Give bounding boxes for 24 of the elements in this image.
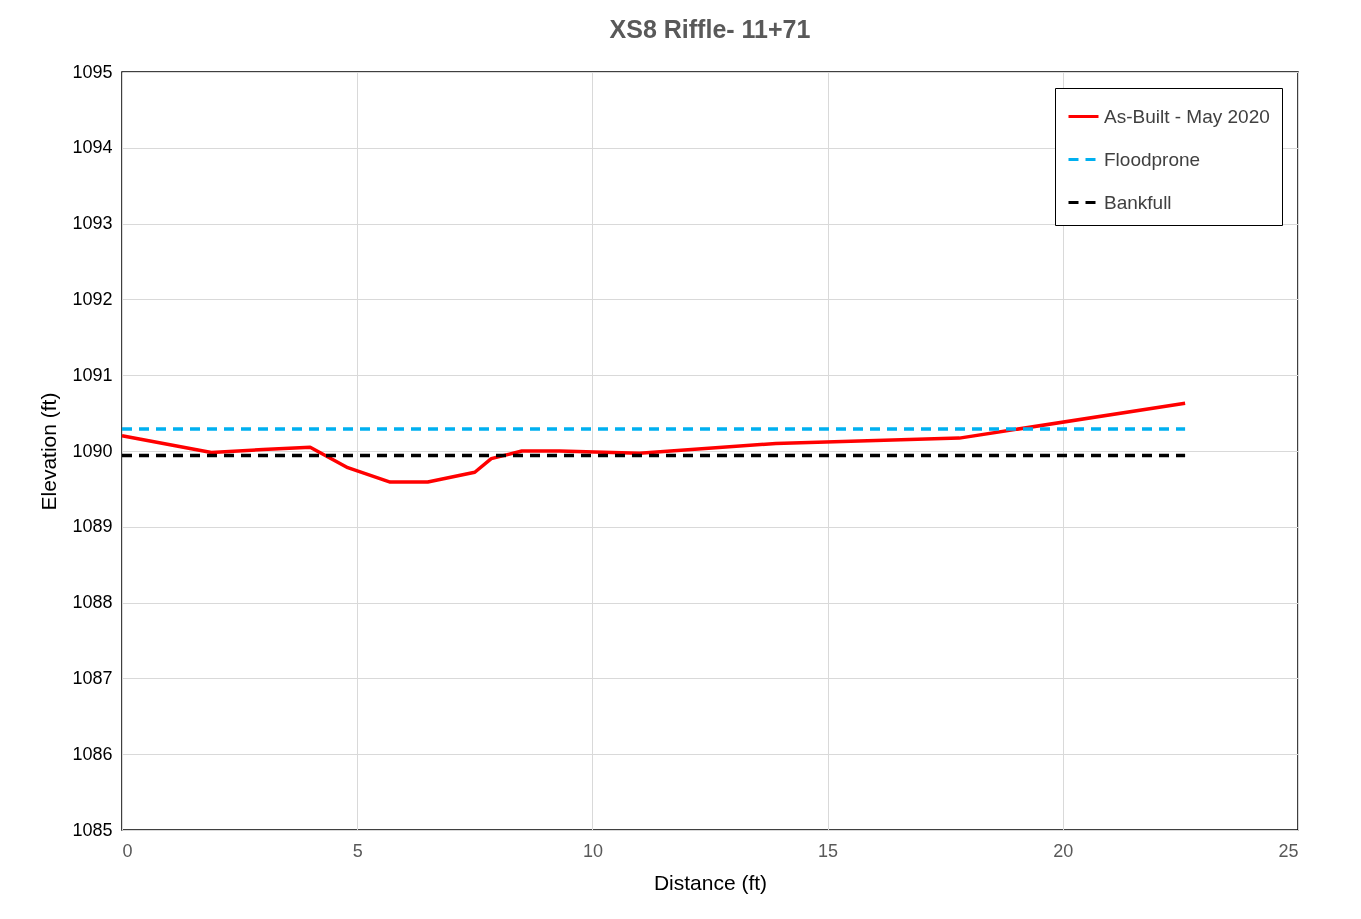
y-tick-label: 1091 [72,364,113,385]
y-tick-label: 1094 [72,137,113,158]
x-tick-label: 0 [122,840,133,861]
y-tick-label: 1089 [72,516,113,537]
y-tick-label: 1085 [72,819,113,840]
y-tick-label: 1093 [72,213,113,234]
line-series [120,401,1187,484]
y-tick-label: 1087 [72,667,113,688]
chart-title: XS8 Riffle- 11+71 [609,15,811,43]
x-axis-title: Distance (ft) [653,870,768,894]
legend-label: Bankfull [1104,191,1172,213]
legend-label: Floodprone [1104,148,1201,170]
x-tick-label: 5 [352,840,363,861]
x-tick-label: 10 [582,840,603,861]
x-tick-label: 20 [1053,840,1074,861]
y-tick-label: 1092 [72,288,113,309]
x-tick-label: 25 [1278,840,1299,861]
y-axis-title: Elevation (ft) [37,392,61,511]
y-tick-label: 1090 [72,440,113,461]
y-tick-label: 1095 [72,61,113,82]
y-tick-label: 1086 [72,743,113,764]
x-tick-label: 15 [818,840,839,861]
legend-label: As-Built - May 2020 [1104,105,1270,127]
y-tick-label: 1088 [72,592,113,613]
